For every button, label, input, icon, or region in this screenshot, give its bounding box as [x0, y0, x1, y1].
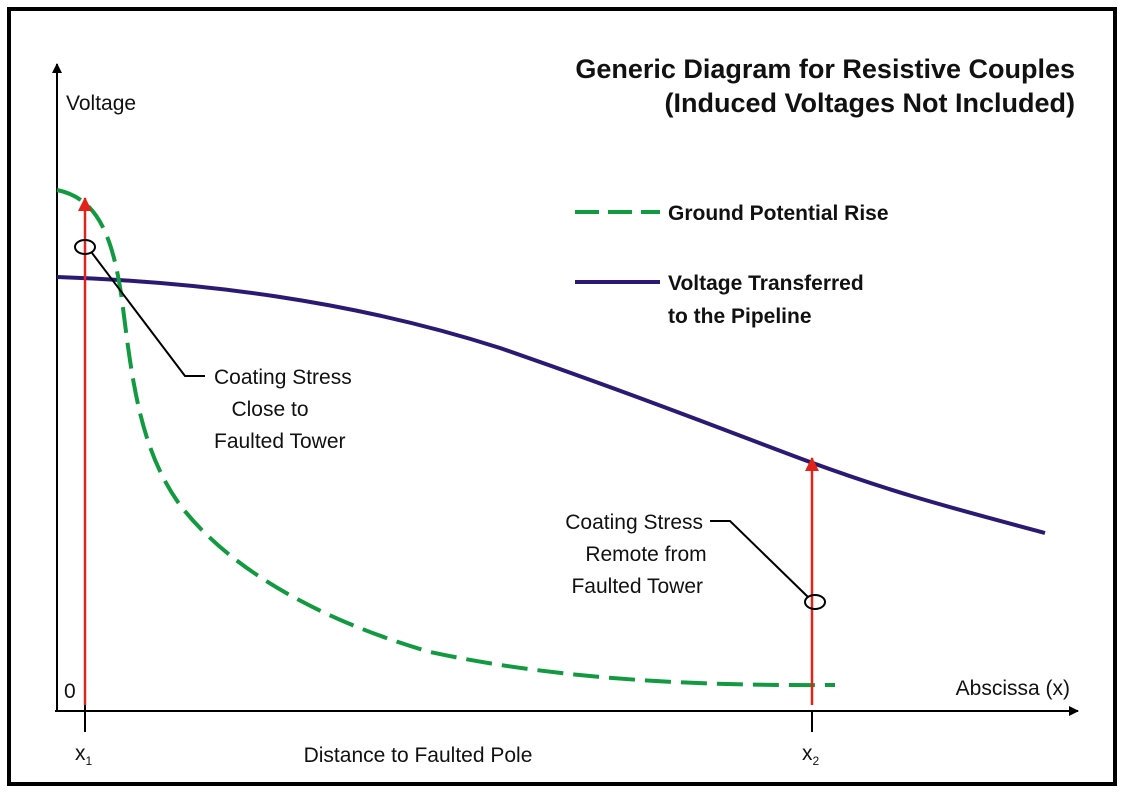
annotation: Faulted Tower: [571, 575, 703, 598]
annotation: Remote from: [585, 543, 706, 566]
legend-label: to the Pipeline: [668, 305, 812, 328]
title: Generic Diagram for Resistive Couples: [575, 54, 1075, 84]
leader: [710, 520, 809, 598]
callout-ellipse: [804, 594, 826, 610]
x-caption: Distance to Faulted Pole: [304, 744, 533, 767]
callout-ellipse: [74, 239, 96, 255]
legend-label: Voltage Transferred: [668, 272, 864, 295]
frame: [7, 7, 1117, 786]
annotation: Coating Stress: [565, 511, 703, 534]
x-label: Abscissa (x): [956, 677, 1070, 700]
marker-label: x1: [75, 742, 93, 768]
legend-label: Ground Potential Rise: [668, 202, 889, 225]
marker-label: x2: [802, 742, 820, 768]
ground-potential-curve: [56, 188, 836, 688]
title: (Induced Voltages Not Included): [664, 88, 1075, 118]
annotation: Close to: [231, 398, 308, 421]
annotation: Coating Stress: [214, 366, 352, 389]
y-label: Voltage: [66, 92, 136, 115]
leader: [91, 252, 205, 377]
origin-label: 0: [64, 680, 76, 703]
annotation: Faulted Tower: [214, 430, 346, 453]
pipeline-voltage-curve: [56, 275, 1046, 535]
